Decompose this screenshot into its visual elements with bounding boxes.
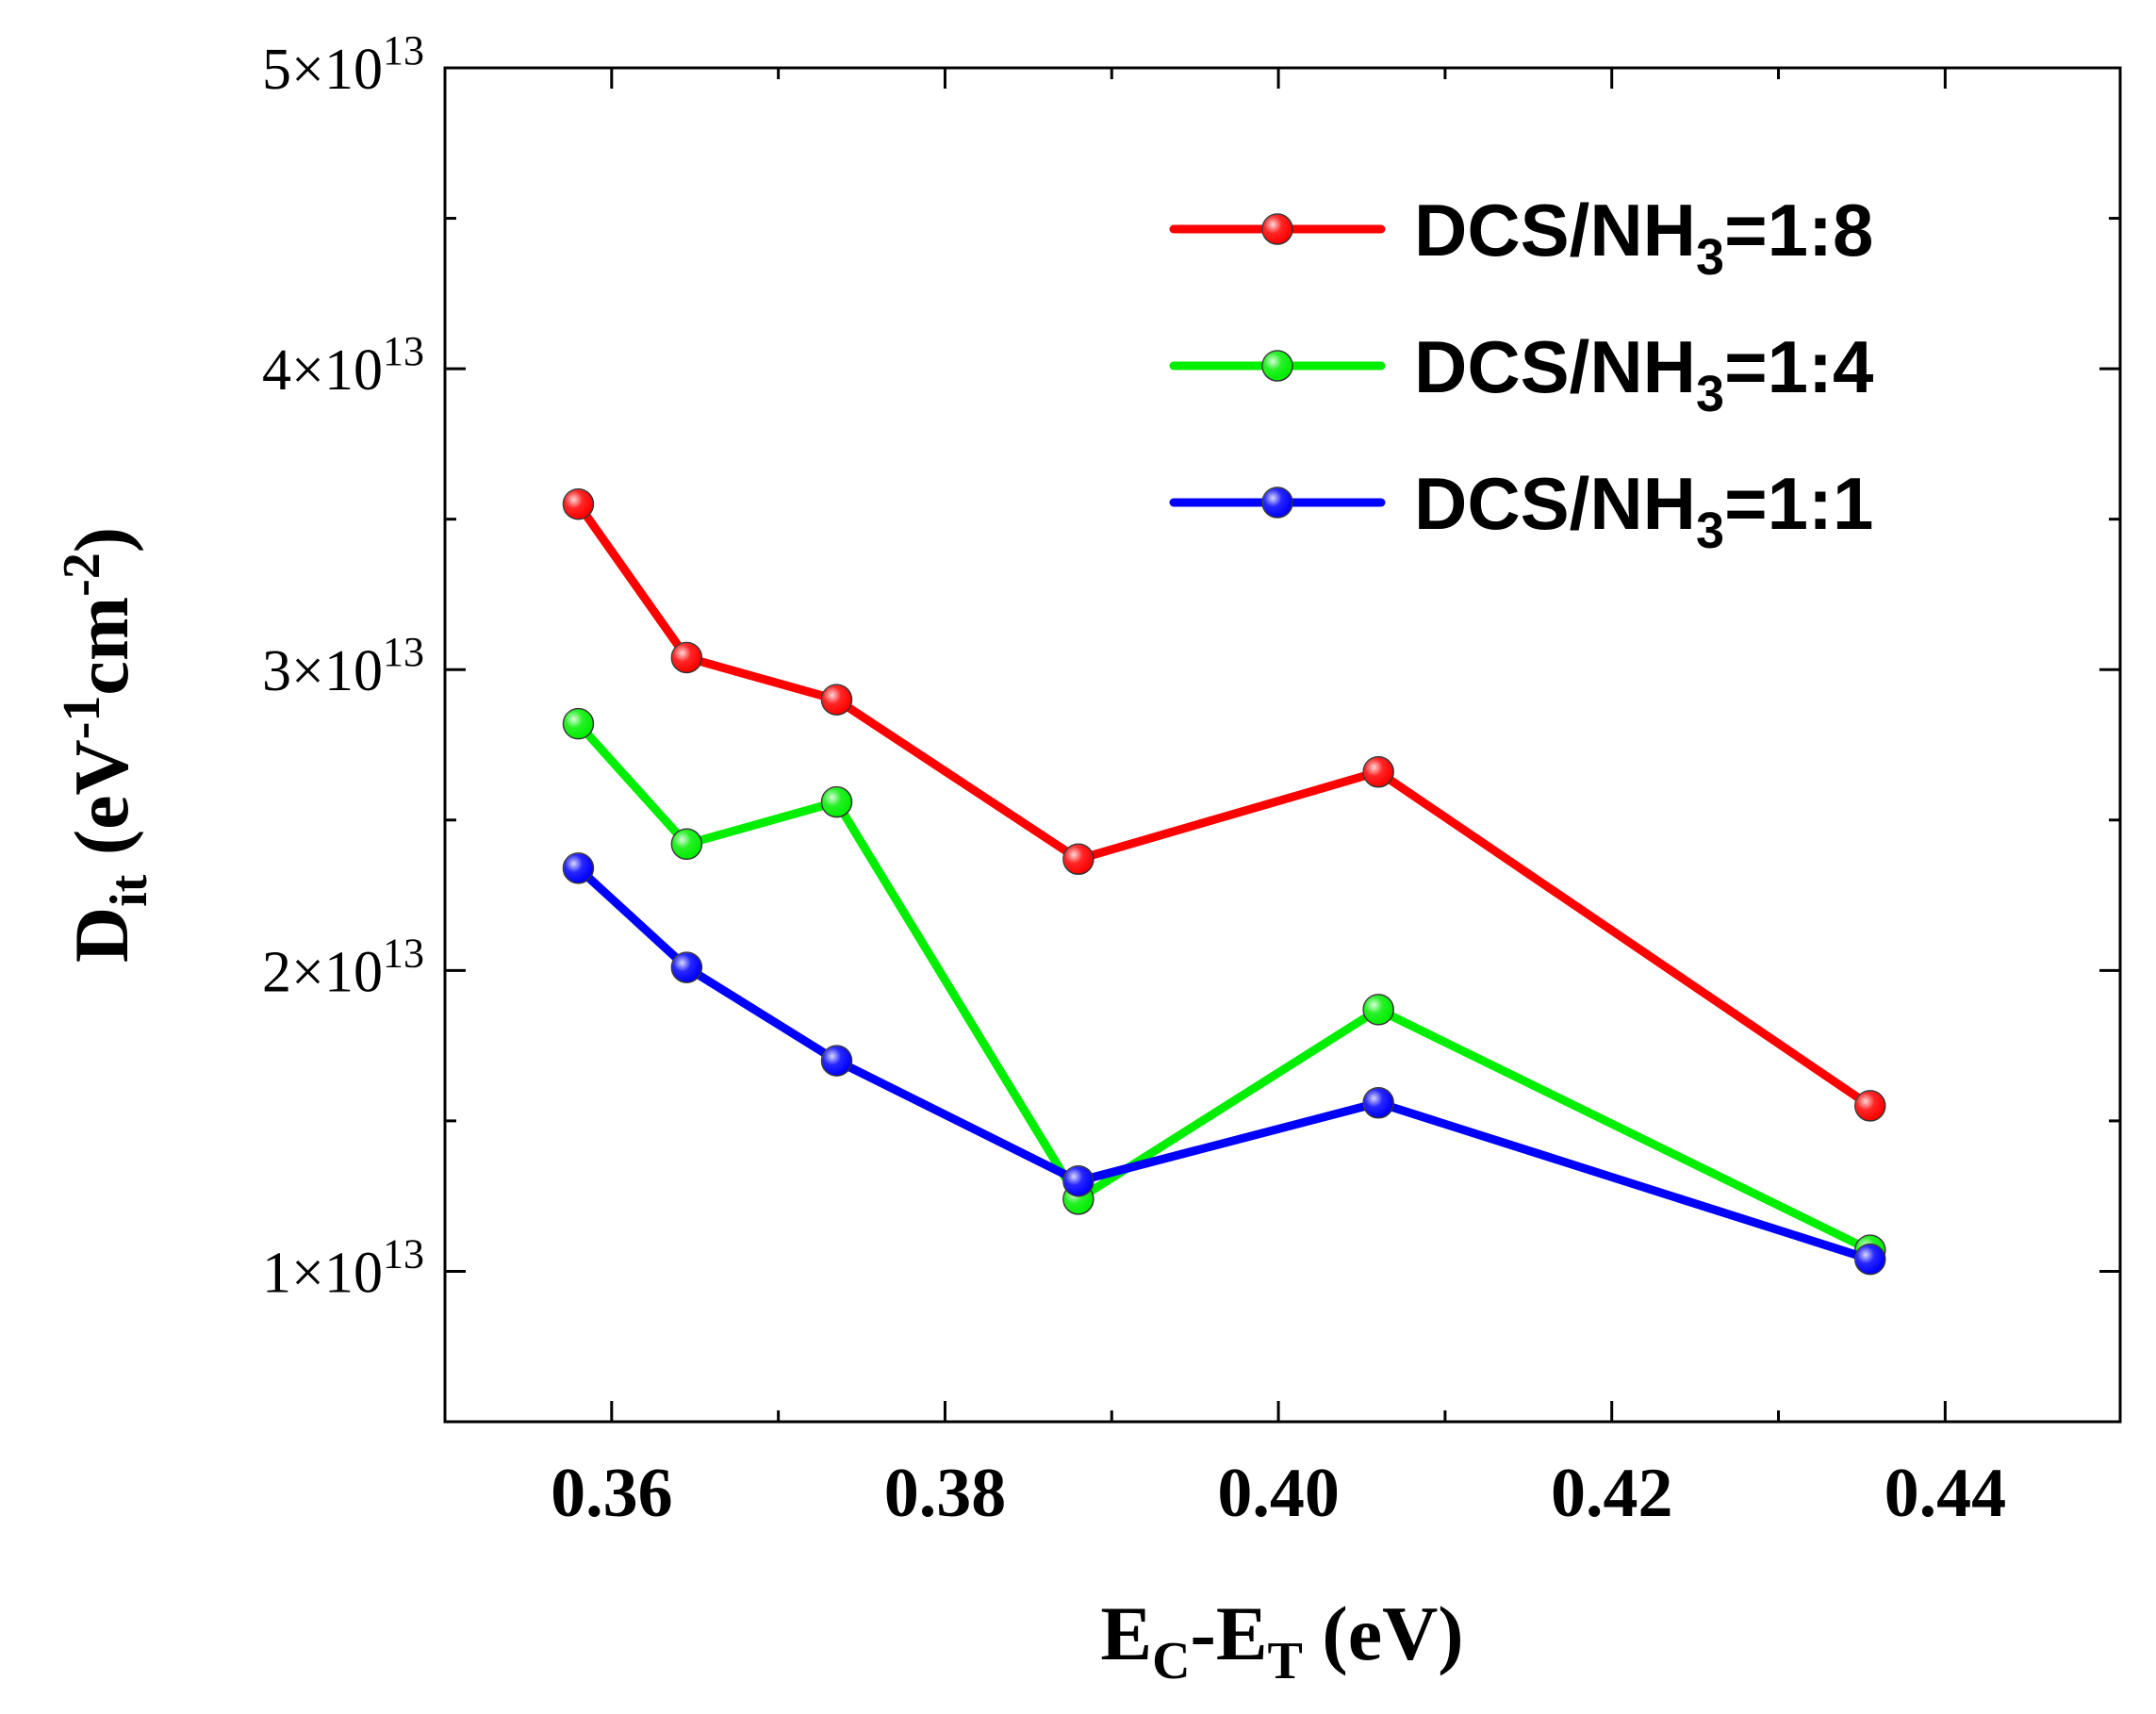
y-axis-title: Dit (eV-1cm-2) <box>53 527 158 963</box>
y-tick-label-4: 5×1013 <box>262 27 424 102</box>
data-point-glint-2-5 <box>1854 1244 1885 1275</box>
plot-frame <box>443 66 2122 1424</box>
legend: DCS/NH3=1:8 DCS/NH3=1:4 DCS/NH3=1:1 <box>1169 189 1873 559</box>
x-tick-label-0: 0.36 <box>551 1455 673 1532</box>
legend-marker-glint-0 <box>1262 214 1292 244</box>
legend-label-0: DCS/NH3=1:8 <box>1414 189 1873 286</box>
data-point-glint-1-2 <box>821 786 852 817</box>
data-point-glint-0-2 <box>821 684 852 716</box>
data-point-glint-1-0 <box>563 708 594 739</box>
legend-label-1: DCS/NH3=1:4 <box>1414 325 1873 422</box>
legend-item-1: DCS/NH3=1:4 <box>1169 325 1873 422</box>
series-line-0 <box>573 500 1875 1111</box>
series-line-2 <box>573 864 1875 1264</box>
data-point-glint-1-1 <box>671 829 702 860</box>
x-tick-label-3: 0.42 <box>1551 1455 1673 1532</box>
y-tick-label-3: 4×1013 <box>262 328 424 403</box>
ticks: 0.36 0.38 0.40 0.42 0.44 1×1013 2×1013 3×1013 4×… <box>262 27 2120 1532</box>
data-point-glint-2-2 <box>821 1046 852 1077</box>
legend-item-0: DCS/NH3=1:8 <box>1169 189 1873 286</box>
series-1 <box>562 707 1886 1266</box>
x-tick-label-4: 0.44 <box>1884 1455 2007 1532</box>
legend-marker-glint-2 <box>1262 487 1292 518</box>
y-tick-label-2: 3×1013 <box>262 629 424 703</box>
x-axis-title: EC-ET (eV) <box>1100 1590 1463 1690</box>
data-point-glint-0-3 <box>1062 844 1094 875</box>
series-layer <box>562 487 1886 1276</box>
series-0 <box>562 487 1886 1122</box>
series-line-1 <box>573 719 1875 1255</box>
legend-marker-glint-1 <box>1262 351 1292 381</box>
data-point-glint-0-5 <box>1854 1090 1885 1121</box>
data-point-glint-0-0 <box>563 488 594 519</box>
data-point-glint-1-4 <box>1363 994 1394 1025</box>
data-point-glint-0-4 <box>1363 756 1394 787</box>
data-point-glint-0-1 <box>671 642 702 673</box>
data-point-glint-2-4 <box>1363 1087 1394 1118</box>
x-tick-label-2: 0.40 <box>1217 1455 1340 1532</box>
data-point-glint-2-0 <box>563 852 594 883</box>
legend-item-2: DCS/NH3=1:1 <box>1169 462 1873 559</box>
data-point-glint-2-3 <box>1062 1165 1094 1196</box>
y-tick-label-0: 1×1013 <box>262 1230 424 1305</box>
x-tick-label-1: 0.38 <box>884 1455 1007 1532</box>
data-point-glint-2-1 <box>671 952 702 983</box>
series-2 <box>562 852 1886 1276</box>
legend-label-2: DCS/NH3=1:1 <box>1414 462 1873 559</box>
y-tick-label-1: 2×1013 <box>262 930 424 1004</box>
